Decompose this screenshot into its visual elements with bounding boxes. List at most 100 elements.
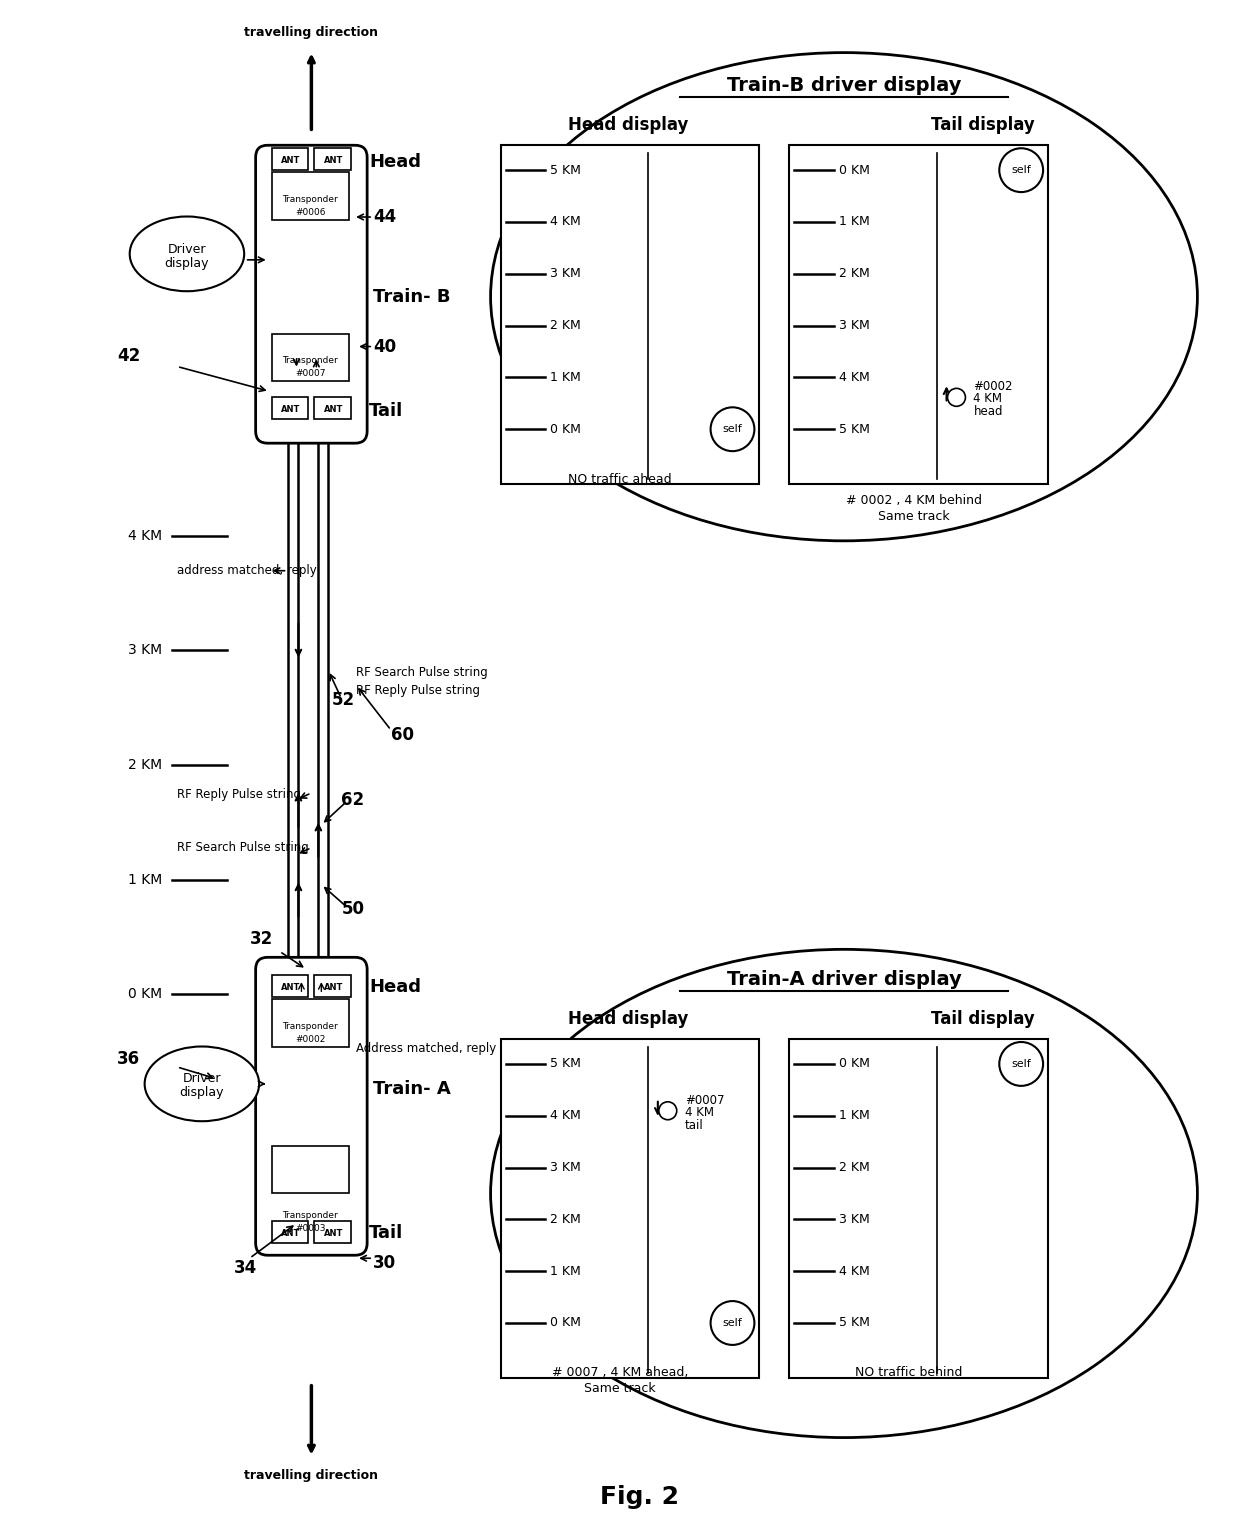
Bar bbox=[272, 172, 350, 220]
Ellipse shape bbox=[145, 1047, 259, 1122]
Text: Fig. 2: Fig. 2 bbox=[600, 1485, 680, 1510]
Text: 2 KM: 2 KM bbox=[551, 1213, 582, 1227]
Text: Driver: Driver bbox=[167, 243, 206, 257]
Circle shape bbox=[711, 408, 754, 451]
Text: 44: 44 bbox=[373, 208, 397, 226]
Text: NO traffic ahead: NO traffic ahead bbox=[568, 472, 672, 485]
Text: 0 KM: 0 KM bbox=[839, 1057, 870, 1071]
Text: ANT: ANT bbox=[280, 405, 300, 414]
Ellipse shape bbox=[491, 950, 1198, 1437]
Text: RF Reply Pulse string: RF Reply Pulse string bbox=[177, 788, 301, 802]
Text: 3 KM: 3 KM bbox=[128, 643, 162, 657]
Text: 5 KM: 5 KM bbox=[839, 1316, 870, 1330]
Bar bbox=[272, 1145, 350, 1193]
Text: Head display: Head display bbox=[568, 1010, 688, 1028]
Text: Head: Head bbox=[370, 979, 422, 996]
Text: display: display bbox=[180, 1087, 224, 1099]
Circle shape bbox=[947, 388, 966, 406]
FancyBboxPatch shape bbox=[255, 145, 367, 443]
Text: 1 KM: 1 KM bbox=[551, 1265, 582, 1277]
Text: Tail: Tail bbox=[370, 1225, 403, 1242]
Text: 1 KM: 1 KM bbox=[551, 371, 582, 383]
Text: Driver: Driver bbox=[182, 1073, 221, 1085]
Text: Transponder: Transponder bbox=[283, 194, 339, 203]
Text: 1 KM: 1 KM bbox=[839, 215, 869, 228]
Text: 2 KM: 2 KM bbox=[839, 1160, 869, 1174]
Text: Head display: Head display bbox=[568, 117, 688, 134]
Text: Train- A: Train- A bbox=[373, 1080, 451, 1097]
Text: ANT: ANT bbox=[280, 1228, 300, 1237]
Text: ANT: ANT bbox=[324, 405, 343, 414]
Circle shape bbox=[658, 1102, 677, 1120]
Text: 4 KM: 4 KM bbox=[839, 371, 869, 383]
Text: 4 KM: 4 KM bbox=[839, 1265, 869, 1277]
Text: # 0002 , 4 KM behind: # 0002 , 4 KM behind bbox=[846, 494, 982, 508]
Text: 0 KM: 0 KM bbox=[551, 1316, 582, 1330]
Text: Head: Head bbox=[370, 154, 422, 171]
Text: Tail display: Tail display bbox=[931, 1010, 1035, 1028]
Bar bbox=[315, 976, 351, 997]
Text: 52: 52 bbox=[331, 691, 355, 709]
Text: self: self bbox=[723, 1317, 743, 1328]
Text: 2 KM: 2 KM bbox=[839, 268, 869, 280]
Text: ANT: ANT bbox=[324, 155, 343, 165]
Circle shape bbox=[999, 1042, 1043, 1087]
Text: 60: 60 bbox=[391, 726, 414, 745]
Text: 3 KM: 3 KM bbox=[551, 268, 582, 280]
Text: Same track: Same track bbox=[584, 1382, 656, 1396]
Text: Transponder: Transponder bbox=[283, 356, 339, 365]
Text: head: head bbox=[973, 405, 1003, 417]
Text: 5 KM: 5 KM bbox=[551, 1057, 582, 1071]
Text: Transponder: Transponder bbox=[283, 1211, 339, 1220]
Text: 1 KM: 1 KM bbox=[128, 873, 162, 886]
FancyBboxPatch shape bbox=[255, 957, 367, 1256]
Text: 40: 40 bbox=[373, 337, 397, 356]
Bar bbox=[272, 334, 350, 382]
Text: 34: 34 bbox=[233, 1259, 257, 1277]
Text: RF Search Pulse string: RF Search Pulse string bbox=[177, 842, 309, 854]
Text: 4 KM: 4 KM bbox=[128, 529, 162, 543]
Text: Train-B driver display: Train-B driver display bbox=[727, 75, 961, 95]
Text: ANT: ANT bbox=[280, 155, 300, 165]
Text: tail: tail bbox=[684, 1119, 703, 1133]
Text: address matched, reply: address matched, reply bbox=[177, 565, 316, 577]
Text: 4 KM: 4 KM bbox=[973, 392, 1002, 405]
Text: #0007: #0007 bbox=[295, 369, 326, 379]
Text: #0003: #0003 bbox=[295, 1224, 326, 1233]
Text: #0002: #0002 bbox=[973, 380, 1013, 392]
Text: Same track: Same track bbox=[878, 511, 950, 523]
Text: ANT: ANT bbox=[324, 1228, 343, 1237]
Text: #0007: #0007 bbox=[684, 1094, 724, 1107]
Text: 4 KM: 4 KM bbox=[551, 215, 582, 228]
Text: travelling direction: travelling direction bbox=[244, 1468, 378, 1482]
Text: 32: 32 bbox=[249, 931, 273, 948]
Bar bbox=[789, 145, 1048, 485]
Text: Tail: Tail bbox=[370, 402, 403, 420]
Text: # 0007 , 4 KM ahead,: # 0007 , 4 KM ahead, bbox=[552, 1367, 688, 1379]
Bar bbox=[272, 397, 309, 419]
Bar bbox=[272, 999, 350, 1047]
Bar bbox=[789, 1039, 1048, 1377]
Text: NO traffic behind: NO traffic behind bbox=[856, 1367, 962, 1379]
Text: travelling direction: travelling direction bbox=[244, 26, 378, 38]
Text: display: display bbox=[165, 257, 210, 271]
Text: 4 KM: 4 KM bbox=[684, 1107, 714, 1119]
Bar bbox=[315, 1222, 351, 1244]
Text: 0 KM: 0 KM bbox=[128, 986, 162, 1002]
Bar bbox=[501, 1039, 759, 1377]
Text: Address matched, reply: Address matched, reply bbox=[356, 1042, 496, 1056]
Bar bbox=[315, 397, 351, 419]
Text: 36: 36 bbox=[118, 1050, 140, 1068]
Text: 0 KM: 0 KM bbox=[551, 423, 582, 436]
Bar bbox=[315, 148, 351, 171]
Text: 3 KM: 3 KM bbox=[839, 319, 869, 332]
Text: 0 KM: 0 KM bbox=[839, 163, 870, 177]
Text: Train-A driver display: Train-A driver display bbox=[727, 970, 961, 988]
Text: 2 KM: 2 KM bbox=[128, 759, 162, 773]
Text: self: self bbox=[1012, 1059, 1032, 1070]
Text: 5 KM: 5 KM bbox=[839, 423, 870, 436]
Ellipse shape bbox=[491, 52, 1198, 540]
Text: self: self bbox=[723, 425, 743, 434]
Bar bbox=[272, 976, 309, 997]
Text: 42: 42 bbox=[118, 348, 140, 365]
